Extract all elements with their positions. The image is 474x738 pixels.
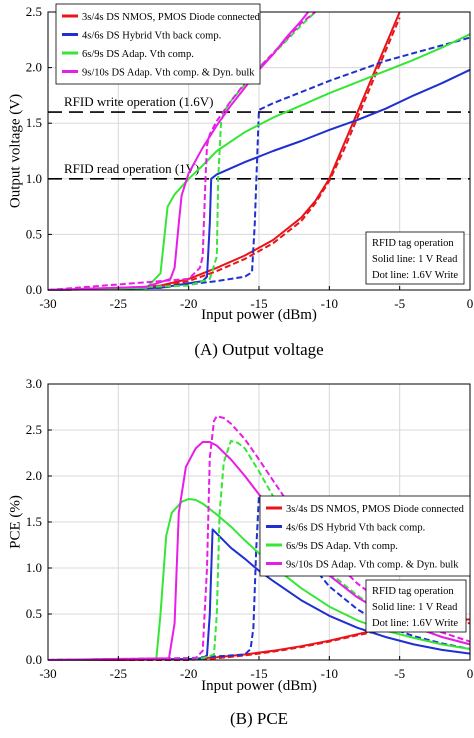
x-tick-label: -25: [110, 666, 127, 681]
y-tick-label: 3.0: [26, 376, 42, 391]
note-line: RFID tag operation: [372, 586, 454, 597]
x-axis-title-b: Input power (dBm): [201, 678, 317, 694]
legend-entry: 3s/4s DS NMOS, PMOS Diode connected: [286, 504, 465, 515]
x-axis-title-a: Input power (dBm): [201, 307, 317, 323]
legend-b: 3s/4s DS NMOS, PMOS Diode connected 4s/6s…: [259, 495, 471, 577]
series-line-red-solid: [47, 11, 401, 291]
note-line: Solid line: 1 V Read: [372, 254, 458, 265]
reference-line-label: RFID read operation (1V): [64, 161, 199, 176]
legend-entry: 6s/9s DS Adap. Vth comp.: [82, 49, 194, 60]
x-tick-labels-a: -30 -25 -20 -15 -10 -5 0: [39, 286, 473, 311]
note-box-b: RFID tag operation Solid line: 1 V Read Do…: [365, 579, 467, 633]
x-tick-label: -10: [321, 296, 338, 311]
y-tick-label: 1.5: [26, 115, 42, 130]
y-tick-labels-a: 0.0 0.5 1.0 1.5 2.0 2.5: [26, 4, 52, 297]
legend-entry: 4s/6s DS Hybrid Vth back comp.: [286, 523, 425, 534]
legend-entry: 9s/10s DS Adap. Vth comp. & Dyn. bulk: [82, 68, 255, 79]
caption-b: (B) PCE: [230, 709, 288, 728]
pce-chart: -30 -25 -20 -15 -10 -5 0 0.0 0.5 1.0 1.5 2.0 2.5 3.0…: [7, 376, 473, 728]
note-line: Solid line: 1 V Read: [372, 602, 458, 613]
legend-a: 3s/4s DS NMOS, PMOS Diode connected 4s/6s…: [55, 3, 261, 85]
y-tick-label: 2.5: [26, 422, 42, 437]
y-tick-label: 0.5: [26, 606, 42, 621]
y-tick-label: 2.5: [26, 4, 42, 19]
x-tick-labels-b: -30 -25 -20 -15 -10 -5 0: [39, 656, 473, 681]
note-box-a: RFID tag operation Solid line: 1 V Read Do…: [365, 231, 465, 285]
y-tick-label: 2.0: [26, 60, 42, 75]
note-line: Dot line: 1.6V Write: [372, 618, 458, 629]
x-tick-label: -15: [250, 666, 267, 681]
note-box: [365, 579, 467, 633]
y-tick-label: 2.0: [26, 468, 42, 483]
x-tick-label: -15: [250, 296, 267, 311]
note-line: RFID tag operation: [372, 238, 454, 249]
y-axis-title-b: PCE (%): [7, 495, 23, 549]
y-tick-label: 1.0: [26, 171, 42, 186]
output-voltage-chart: RFID write operation (1.6V) RFID read ope…: [7, 3, 473, 359]
y-tick-label: 0.0: [26, 282, 42, 297]
legend-entry: 6s/9s DS Adap. Vth comp.: [286, 541, 398, 552]
legend-entry: 3s/4s DS NMOS, PMOS Diode connected: [82, 12, 261, 23]
series-line-blue-solid: [47, 68, 471, 291]
legend-box: [259, 495, 471, 577]
y-axis-title-a: Output voltage (V): [7, 94, 23, 208]
y-tick-label: 0.5: [26, 226, 42, 241]
x-tick-label: -30: [39, 296, 56, 311]
x-tick-label: 0: [467, 666, 474, 681]
series-line-magenta-dashed: [47, 11, 316, 291]
series-a: [47, 11, 471, 291]
x-tick-label: -20: [180, 296, 197, 311]
legend-entry: 9s/10s DS Adap. Vth comp. & Dyn. bulk: [286, 560, 459, 571]
series-line-blue-dashed: [47, 36, 471, 291]
x-tick-label: -5: [394, 666, 405, 681]
note-line: Dot line: 1.6V Write: [372, 270, 458, 281]
note-box: [365, 231, 465, 285]
x-tick-label: -5: [394, 296, 405, 311]
caption-a: (A) Output voltage: [194, 340, 323, 359]
y-tick-label: 1.0: [26, 560, 42, 575]
reference-lines-a: RFID write operation (1.6V) RFID read ope…: [48, 94, 470, 180]
y-tick-label: 0.0: [26, 652, 42, 667]
y-tick-label: 1.5: [26, 514, 42, 529]
x-tick-label: -25: [110, 296, 127, 311]
series-line-green-solid: [47, 33, 471, 291]
x-tick-label: -10: [321, 666, 338, 681]
legend-box: [55, 3, 261, 85]
series-line-red-dashed: [47, 17, 401, 291]
reference-line-label: RFID write operation (1.6V): [64, 94, 213, 109]
legend-entry: 4s/6s DS Hybrid Vth back comp.: [82, 31, 221, 42]
x-tick-label: 0: [467, 296, 474, 311]
x-tick-label: -30: [39, 666, 56, 681]
y-tick-labels-b: 0.0 0.5 1.0 1.5 2.0 2.5 3.0: [26, 376, 52, 667]
x-tick-label: -20: [180, 666, 197, 681]
